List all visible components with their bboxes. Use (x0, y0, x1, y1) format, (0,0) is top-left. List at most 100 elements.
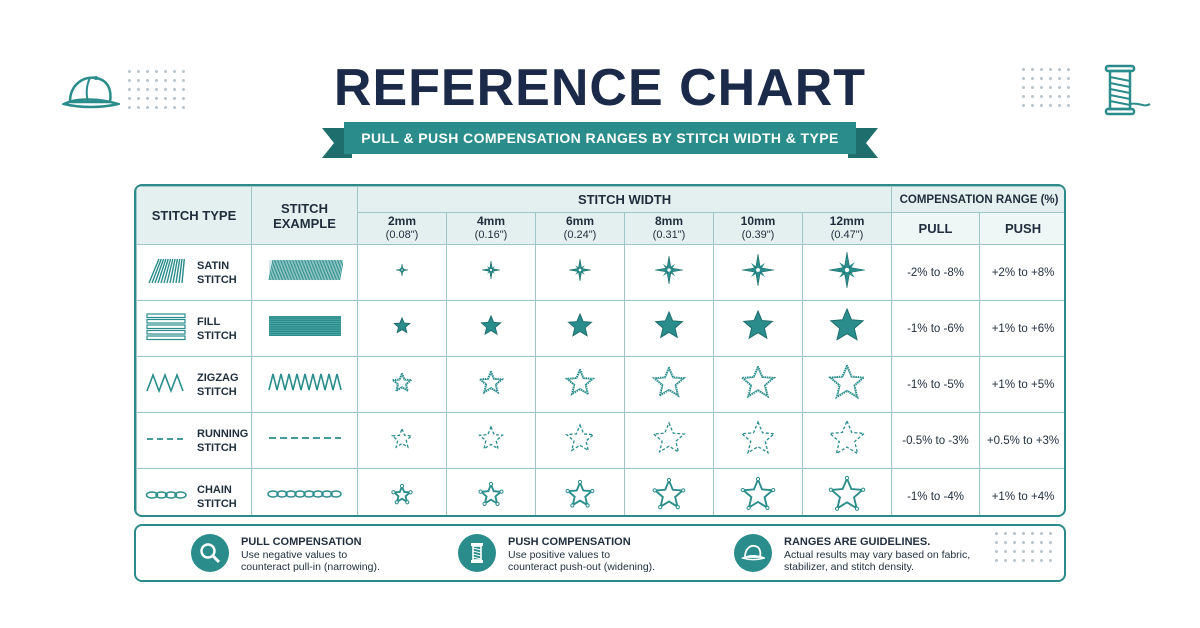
width-mm: 12mm (829, 214, 865, 228)
pull-range: -1% to -6% (891, 300, 981, 357)
star-sample-chain-outline-star (801, 468, 893, 515)
table-row: SATIN STITCH -2% to -8% +2% to +8% (136, 244, 1064, 301)
star-sample-compass-star (713, 244, 803, 301)
legend-item: PUSH COMPENSATION Use positive values to c… (458, 534, 655, 573)
star-sample-compass-star (357, 244, 447, 301)
header-stitch-example: STITCH EXAMPLE (251, 186, 358, 245)
stitch-type-cell: RUNNING STITCH (136, 412, 252, 469)
stitch-type-label: CHAIN STITCH (197, 483, 237, 511)
star-sample-solid-star (713, 300, 803, 357)
width-mm: 2mm (387, 214, 416, 228)
reference-table: STITCH TYPE STITCH EXAMPLE STITCH WIDTH … (134, 184, 1066, 517)
legend-title: RANGES ARE GUIDELINES. (784, 536, 931, 548)
star-sample-solid-star (624, 300, 714, 357)
width-inch: (0.16") (474, 229, 508, 241)
header-width-4: 10mm (0.39") (713, 212, 803, 245)
satin-stitch-icon (145, 255, 187, 291)
stitch-type-line2: STITCH (197, 385, 237, 398)
push-range: +1% to +4% (979, 468, 1064, 515)
pull-range: -2% to -8% (891, 244, 981, 301)
subtitle-ribbon: PULL & PUSH COMPENSATION RANGES BY STITC… (322, 118, 878, 162)
header-width-3: 8mm (0.31") (624, 212, 714, 245)
star-sample-dashed-outline-star (624, 412, 714, 469)
magnifier-icon (191, 534, 229, 572)
star-sample-chain-outline-star (535, 468, 625, 515)
stitch-type-label: SATIN STITCH (197, 259, 237, 287)
star-sample-compass-star (535, 244, 625, 301)
legend-line: counteract push-out (widening). (508, 561, 656, 573)
dot-pattern-right (1022, 68, 1076, 113)
thread-spool-icon (1100, 64, 1152, 121)
star-sample-compass-star (624, 244, 714, 301)
star-sample-chain-outline-star (446, 468, 536, 515)
table-row: RUNNING STITCH -0.5% to -3% +0.5% to +3% (136, 412, 1064, 469)
star-sample-solid-star (446, 300, 536, 357)
stitch-type-line2: STITCH (197, 441, 237, 454)
star-sample-solid-star (357, 300, 447, 357)
cap-icon (60, 72, 123, 117)
stitch-type-cell: CHAIN STITCH (136, 468, 252, 515)
stitch-type-cell: ZIGZAG STITCH (136, 356, 252, 413)
header-stitch-type: STITCH TYPE (136, 186, 252, 245)
star-sample-zigzag-outline-star (446, 356, 536, 413)
star-sample-chain-outline-star (624, 468, 714, 515)
stitch-type-line1: RUNNING (197, 427, 249, 440)
legend-line: Actual results may vary based on fabric, (784, 549, 971, 561)
width-inch: (0.08") (385, 229, 419, 241)
header-width-2: 6mm (0.24") (535, 212, 625, 245)
legend-title: PULL COMPENSATION (241, 536, 362, 548)
stitch-type-cell: SATIN STITCH (136, 244, 252, 301)
running-stitch-icon (145, 423, 187, 459)
star-sample-zigzag-outline-star (624, 356, 714, 413)
star-sample-compass-star (801, 244, 893, 301)
legend-line: Use negative values to (241, 549, 348, 561)
legend-line: counteract pull-in (narrowing). (241, 561, 380, 573)
pull-range: -1% to -5% (891, 356, 981, 413)
chain-stitch-icon (145, 479, 187, 515)
header-push: PUSH (979, 212, 1064, 245)
stitch-type-label: FILL STITCH (197, 315, 237, 343)
legend-panel: PULL COMPENSATION Use negative values to c… (134, 524, 1066, 582)
table-row: FILL STITCH -1% to -6% +1% to +6% (136, 300, 1064, 357)
legend-item: PULL COMPENSATION Use negative values to c… (191, 534, 380, 573)
legend-line: Use positive values to (508, 549, 611, 561)
header-width-1: 4mm (0.16") (446, 212, 536, 245)
star-sample-dashed-outline-star (535, 412, 625, 469)
star-sample-dashed-outline-star (713, 412, 803, 469)
width-inch: (0.39") (741, 229, 775, 241)
push-range: +1% to +6% (979, 300, 1064, 357)
stitch-type-line1: SATIN (197, 259, 230, 272)
page-subtitle: PULL & PUSH COMPENSATION RANGES BY STITC… (361, 130, 839, 146)
header-width-0: 2mm (0.08") (357, 212, 447, 245)
star-sample-dashed-outline-star (357, 412, 447, 469)
width-inch: (0.24") (563, 229, 597, 241)
star-sample-dashed-outline-star (446, 412, 536, 469)
header-width-5: 12mm (0.47") (801, 212, 893, 245)
dot-pattern-left (128, 70, 191, 115)
zigzag-stitch-icon (145, 367, 187, 403)
star-sample-compass-star (446, 244, 536, 301)
header-stitch-width: STITCH WIDTH (356, 186, 893, 213)
legend-item: RANGES ARE GUIDELINES. Actual results may… (734, 534, 970, 573)
header-pull: PULL (891, 212, 981, 245)
stitch-type-line1: CHAIN (197, 483, 232, 496)
fill-stitch-icon (145, 311, 187, 347)
pull-range: -0.5% to -3% (891, 412, 981, 469)
star-sample-chain-outline-star (713, 468, 803, 515)
star-sample-solid-star (535, 300, 625, 357)
table-row: CHAIN STITCH -1% to -4% +1% to +4% (136, 468, 1064, 515)
table-row: ZIGZAG STITCH -1% to -5% +1% to +5% (136, 356, 1064, 413)
width-mm: 4mm (476, 214, 505, 228)
stitch-type-cell: FILL STITCH (136, 300, 252, 357)
star-sample-zigzag-outline-star (713, 356, 803, 413)
legend-text: PUSH COMPENSATION Use positive values to c… (508, 534, 655, 573)
header-compensation-range: COMPENSATION RANGE (%) (891, 186, 1064, 213)
pull-range: -1% to -4% (891, 468, 981, 515)
star-sample-chain-outline-star (357, 468, 447, 515)
push-range: +0.5% to +3% (979, 412, 1064, 469)
stitch-type-line2: STITCH (197, 497, 237, 510)
push-range: +1% to +5% (979, 356, 1064, 413)
width-inch: (0.47") (830, 229, 864, 241)
width-inch: (0.31") (652, 229, 686, 241)
width-mm: 6mm (565, 214, 594, 228)
